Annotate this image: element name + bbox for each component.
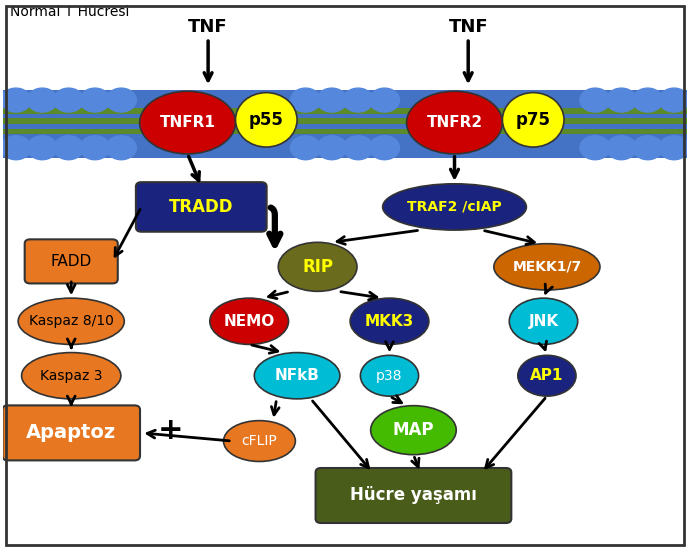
Ellipse shape [235,92,297,147]
Text: TRAF2 /сІAP: TRAF2 /сІAP [407,200,502,214]
Text: JNK: JNK [529,314,558,329]
Text: MAP: MAP [393,421,434,439]
Circle shape [106,136,137,160]
Ellipse shape [350,298,429,344]
Text: Normal T Hücresi: Normal T Hücresi [10,6,129,19]
FancyBboxPatch shape [315,468,511,523]
Circle shape [290,88,321,112]
Circle shape [1,88,31,112]
Circle shape [343,88,373,112]
Ellipse shape [139,91,235,154]
Text: NEMO: NEMO [224,314,275,329]
Text: +: + [157,416,184,444]
Ellipse shape [210,298,288,344]
Circle shape [27,88,57,112]
Circle shape [343,136,373,160]
Circle shape [659,136,689,160]
FancyBboxPatch shape [3,405,140,460]
Text: Apaptoz: Apaptoz [26,424,117,442]
Text: AP1: AP1 [530,368,564,383]
Ellipse shape [21,353,121,399]
Text: MKK3: MKK3 [365,314,414,329]
Ellipse shape [406,91,502,154]
Circle shape [54,136,83,160]
FancyBboxPatch shape [136,182,266,232]
Ellipse shape [509,298,578,344]
Bar [3,108,687,114]
Text: Kaspaz 8/10: Kaspaz 8/10 [29,314,114,328]
Circle shape [80,88,110,112]
Ellipse shape [224,421,295,461]
Circle shape [317,136,347,160]
Circle shape [54,88,83,112]
Circle shape [106,88,137,112]
Circle shape [607,88,636,112]
Ellipse shape [371,406,456,455]
Text: TNFR1: TNFR1 [159,115,215,130]
Bar [3,90,687,158]
Ellipse shape [494,244,600,290]
Text: Kaspaz 3: Kaspaz 3 [40,368,103,383]
Circle shape [659,88,689,112]
Circle shape [607,136,636,160]
Text: p55: p55 [249,111,284,129]
Circle shape [369,88,400,112]
Text: MEKK1/7: MEKK1/7 [512,260,582,274]
Circle shape [633,88,663,112]
Text: TNFR2: TNFR2 [426,115,482,130]
Ellipse shape [18,298,124,344]
Circle shape [80,136,110,160]
Ellipse shape [360,355,419,396]
Text: TNF: TNF [188,18,228,36]
FancyBboxPatch shape [25,239,118,283]
Text: cFLIP: cFLIP [241,434,277,448]
Text: NFkB: NFkB [275,368,319,383]
Circle shape [1,136,31,160]
Text: Hücre yaşamı: Hücre yaşamı [350,487,477,504]
Text: p75: p75 [515,111,551,129]
Text: TRADD: TRADD [169,198,233,216]
Bar [3,118,687,124]
Circle shape [633,136,663,160]
Bar [3,129,687,134]
Circle shape [317,88,347,112]
Circle shape [369,136,400,160]
Ellipse shape [518,355,576,396]
Circle shape [27,136,57,160]
Text: TNF: TNF [448,18,488,36]
Circle shape [290,136,321,160]
Ellipse shape [278,243,357,292]
Ellipse shape [502,92,564,147]
Circle shape [580,136,610,160]
Ellipse shape [255,353,340,399]
Text: FADD: FADD [50,254,92,269]
Text: RIP: RIP [302,258,333,276]
Ellipse shape [383,184,526,230]
Text: p38: p38 [376,368,403,383]
Circle shape [580,88,610,112]
